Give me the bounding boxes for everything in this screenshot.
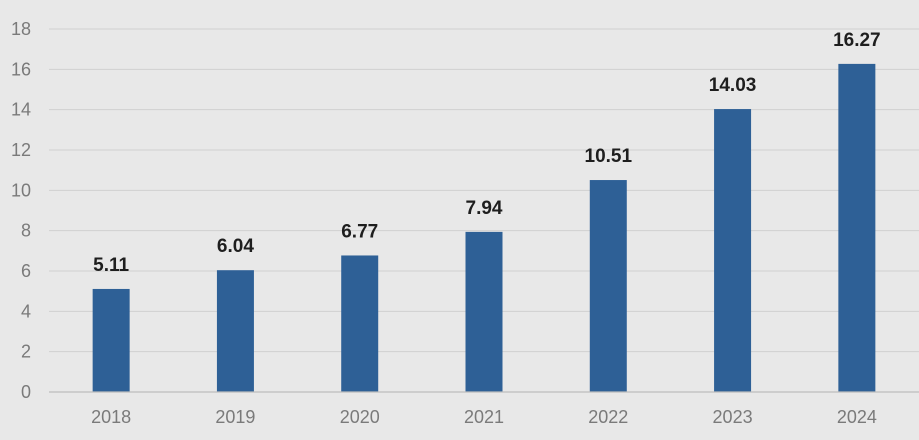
bar-2021 (465, 231, 503, 392)
y-tick-label: 14 (11, 100, 31, 120)
x-tick-label-2021: 2021 (464, 407, 504, 427)
x-tick-label-2022: 2022 (588, 407, 628, 427)
y-tick-label: 10 (11, 180, 31, 200)
x-tick-label-2020: 2020 (340, 407, 380, 427)
bar-2023 (714, 109, 752, 392)
x-tick-label-2024: 2024 (837, 407, 877, 427)
data-label-2024: 16.27 (833, 30, 881, 51)
data-label-2023: 14.03 (709, 75, 757, 96)
data-label-2022: 10.51 (585, 146, 633, 167)
y-axis-ticks: 0 2 4 6 8 10 12 14 16 18 (11, 19, 31, 402)
y-tick-label: 2 (21, 342, 31, 362)
x-tick-label-2018: 2018 (91, 407, 131, 427)
bar-2020 (341, 255, 379, 392)
y-tick-label: 0 (21, 382, 31, 402)
y-tick-label: 4 (21, 301, 31, 321)
data-label-2019: 6.04 (217, 236, 254, 257)
data-labels: 5.11 6.04 6.77 7.94 10.51 14.03 16.27 (93, 30, 880, 276)
data-label-2018: 5.11 (93, 255, 129, 276)
x-axis-ticks: 2018 2019 2020 2021 2022 2023 2024 (91, 407, 877, 427)
x-tick-label-2023: 2023 (713, 407, 753, 427)
bar-2024 (838, 63, 876, 392)
data-label-2021: 7.94 (466, 198, 503, 219)
y-tick-label: 6 (21, 261, 31, 281)
data-label-2020: 6.77 (341, 221, 378, 242)
y-tick-label: 16 (11, 59, 31, 79)
x-tick-label-2019: 2019 (215, 407, 255, 427)
bar-2019 (216, 270, 254, 392)
bar-2018 (92, 288, 130, 392)
grid-lines (49, 28, 919, 353)
y-tick-label: 18 (11, 19, 31, 39)
y-tick-label: 8 (21, 221, 31, 241)
bars (92, 63, 876, 392)
bar-2022 (589, 180, 627, 392)
y-tick-label: 12 (11, 140, 31, 160)
